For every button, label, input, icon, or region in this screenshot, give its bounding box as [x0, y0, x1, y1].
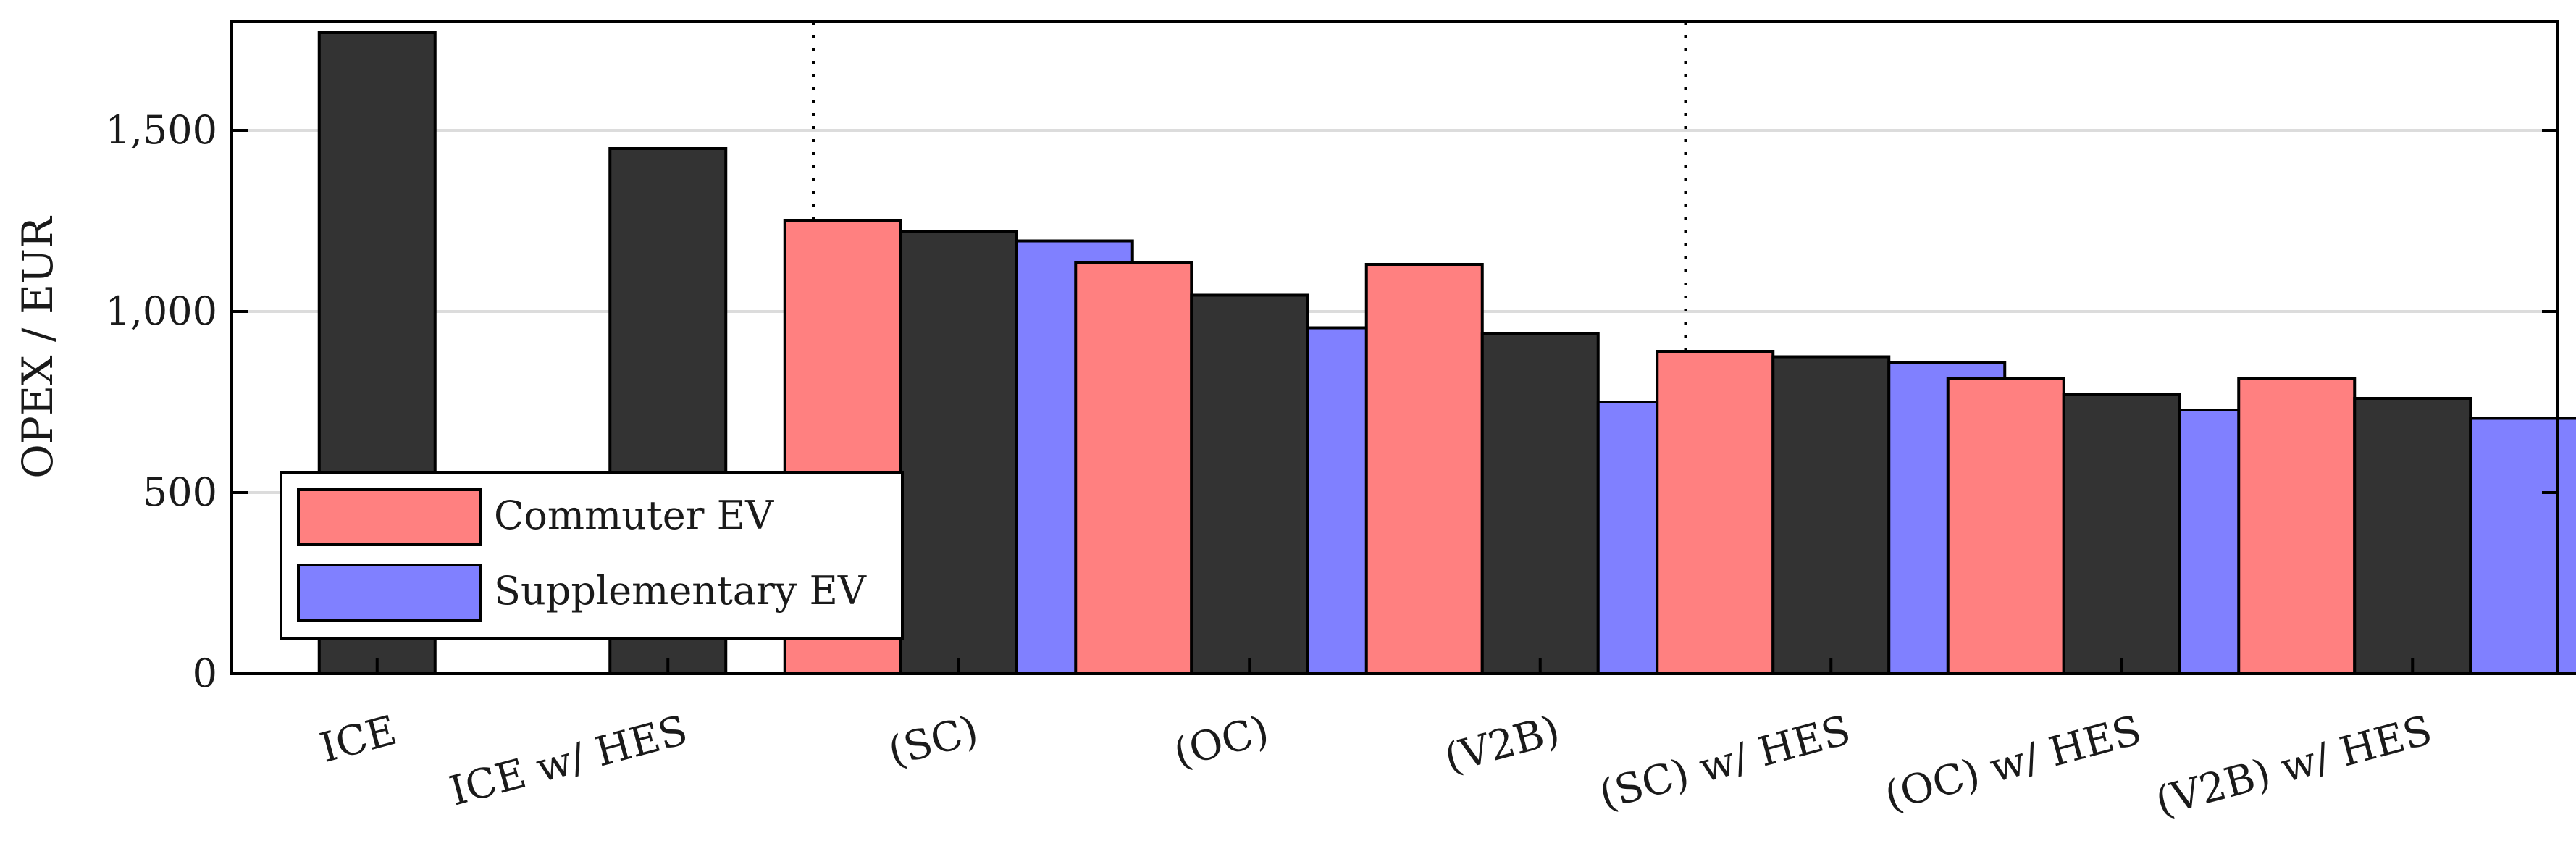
x-tick-label-sc: (SC) [884, 707, 983, 776]
y-axis-label: OPEX / EUR [13, 215, 62, 479]
bar-v2b-series-1 [1480, 332, 1600, 675]
y-axis-ticks: 0 500 1,000 1,500 [105, 107, 2558, 696]
y-tick-label: 1,000 [105, 288, 217, 334]
plot-frame [230, 20, 2559, 675]
bar-v2b-w-hes-series-2 [2469, 417, 2576, 675]
x-tick-label-ice: ICE [315, 707, 401, 772]
x-tick-label-v2b-w-hes: (V2B) w/ HES [2151, 707, 2437, 826]
legend-label-commuter-ev: Commuter EV [494, 493, 774, 538]
x-axis-ticks: ICE ICE w/ HES (SC) (OC) (V2B) (SC) w/ HES (OC… [315, 658, 2437, 826]
bar-oc-series-1 [1190, 293, 1309, 675]
legend-swatch-supplementary-ev [297, 564, 482, 622]
bar-sc-series-1 [899, 230, 1018, 675]
bar-v2b-w-hes-series-1 [2353, 397, 2472, 675]
y-tick-label: 1,500 [105, 107, 217, 153]
x-tick-label-ice-w-hes: ICE w/ HES [445, 707, 692, 816]
bar-oc-w-hes-series-1 [2062, 393, 2181, 675]
legend-swatch-commuter-ev [297, 488, 482, 546]
bar-sc-w-hes-series-0 [1656, 350, 1775, 675]
bar-v2b-series-0 [1364, 263, 1484, 675]
x-tick-label-sc-w-hes: (SC) w/ HES [1595, 707, 1855, 819]
x-tick-label-oc-w-hes: (OC) w/ HES [1880, 707, 2146, 821]
bar-sc-w-hes-series-1 [1771, 355, 1891, 675]
legend: Commuter EV Supplementary EV [280, 471, 904, 640]
x-tick-label-oc: (OC) [1169, 707, 1274, 777]
bar-oc-series-0 [1074, 261, 1193, 675]
y-tick-label: 500 [143, 469, 217, 515]
bars [317, 31, 2576, 675]
bar-v2b-w-hes-series-0 [2237, 377, 2357, 675]
y-tick-label: 0 [193, 650, 217, 696]
legend-label-supplementary-ev: Supplementary EV [494, 568, 867, 614]
x-tick-label-v2b: (V2B) [1440, 707, 1564, 782]
bar-oc-w-hes-series-0 [1946, 377, 2065, 675]
